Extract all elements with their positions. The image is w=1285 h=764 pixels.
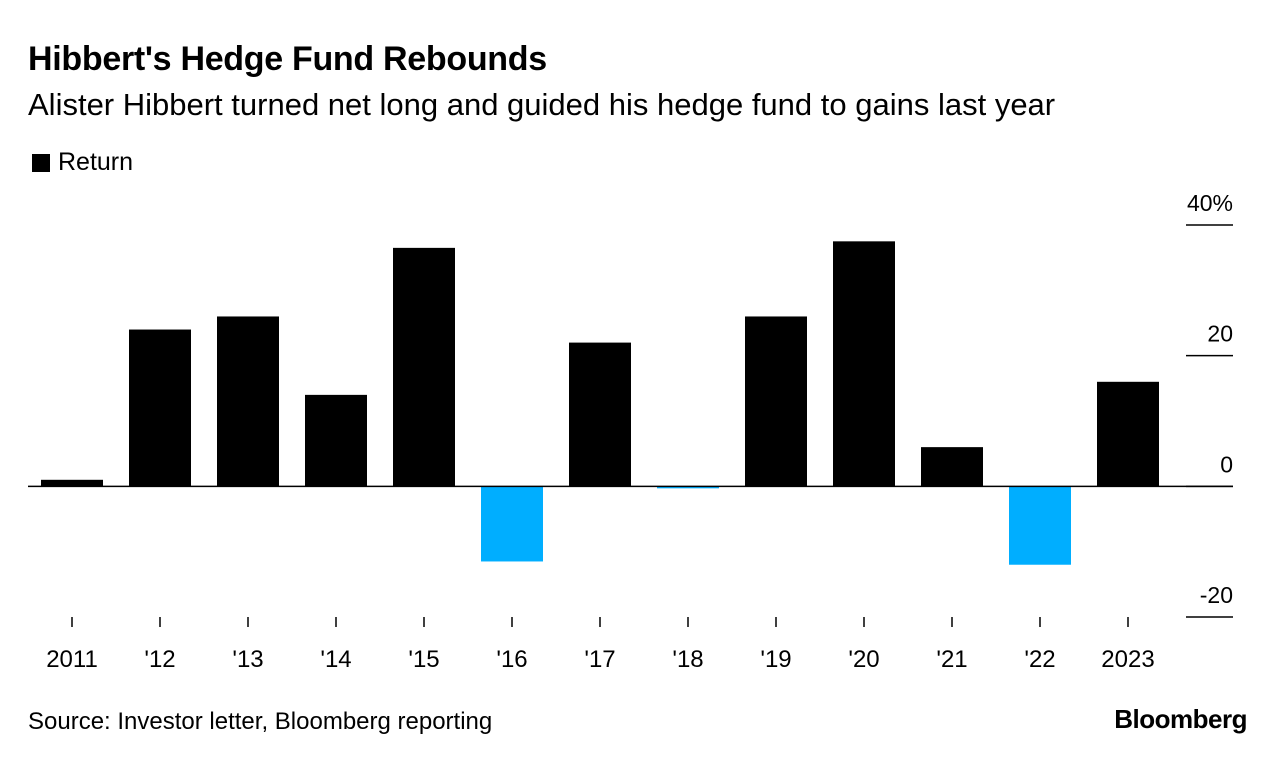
x-tick-label: 2023	[1101, 646, 1154, 673]
x-tick-label: '21	[936, 646, 967, 673]
x-tick-label: '17	[584, 646, 615, 673]
y-tick-label: 20	[1207, 321, 1233, 347]
legend-label: Return	[58, 148, 134, 176]
x-tick-label: '16	[496, 646, 527, 673]
bar-18	[657, 486, 719, 489]
bar-12	[129, 329, 191, 487]
bloomberg-logo: Bloomberg	[1114, 704, 1247, 734]
bar-16	[481, 486, 543, 562]
bar-13	[217, 316, 279, 487]
legend-swatch	[32, 153, 50, 172]
bar-17	[569, 342, 631, 487]
x-tick-label: '19	[760, 646, 791, 673]
bar-2023	[1097, 381, 1159, 487]
legend: Return	[32, 148, 133, 177]
bar-14	[305, 394, 367, 487]
y-tick-label: 0	[1220, 451, 1233, 477]
x-tick-label: 2011	[46, 646, 98, 673]
x-tick-label: '14	[320, 646, 351, 673]
chart-subtitle: Alister Hibbert turned net long and guid…	[28, 87, 1056, 122]
bar-2011	[41, 479, 103, 487]
y-tick-label: 40%	[1187, 190, 1233, 216]
x-tick-label: '13	[232, 646, 263, 673]
x-tick-label: '18	[672, 646, 703, 673]
bar-15	[393, 247, 455, 487]
source-note: Source: Investor letter, Bloomberg repor…	[28, 708, 493, 735]
x-tick-label: '12	[144, 646, 175, 673]
chart-title: Hibbert's Hedge Fund Rebounds	[28, 40, 547, 78]
bar-19	[745, 316, 807, 487]
x-tick-label: '20	[848, 646, 879, 673]
bar-21	[921, 447, 983, 487]
x-tick-label: '22	[1024, 646, 1055, 673]
x-tick-label: '15	[408, 646, 439, 673]
bar-20	[833, 241, 895, 487]
bar-22	[1009, 486, 1071, 565]
y-tick-label: -20	[1200, 582, 1233, 608]
